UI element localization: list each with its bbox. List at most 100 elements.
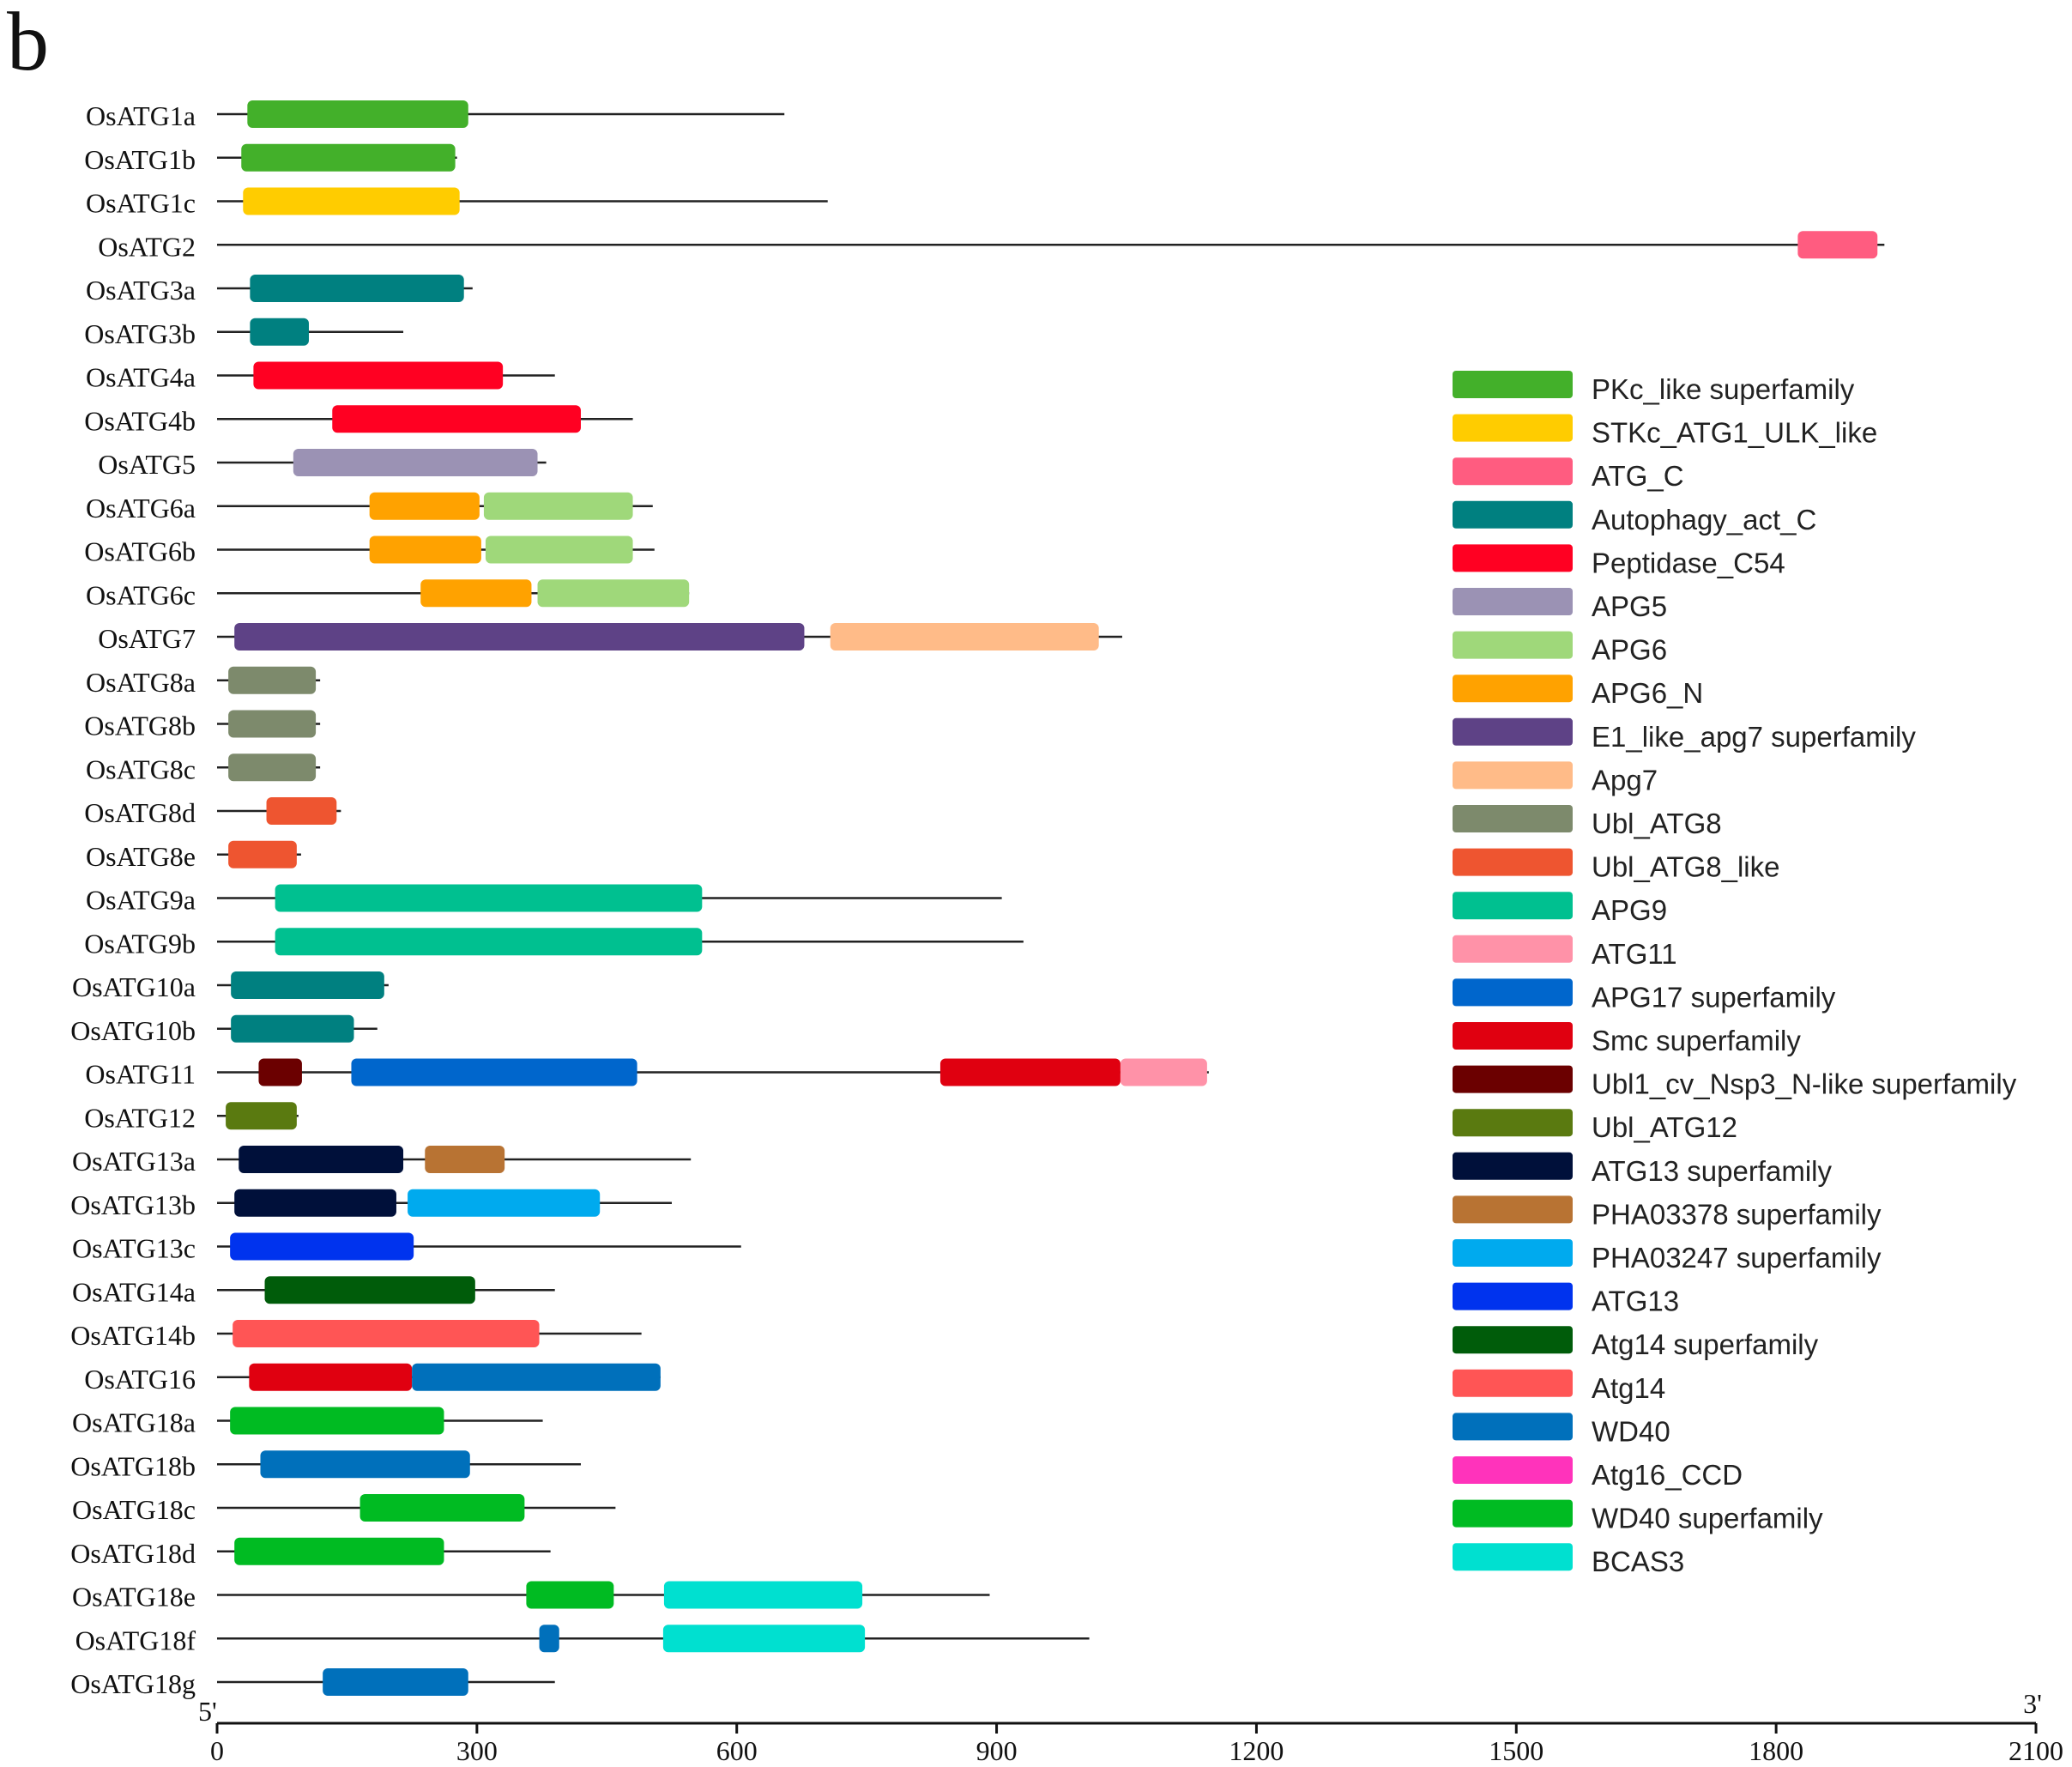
protein-row: OsATG9a xyxy=(86,884,1002,916)
legend-label: PHA03378 superfamily xyxy=(1592,1198,1882,1230)
protein-row: OsATG18c xyxy=(72,1494,616,1525)
legend-swatch xyxy=(1453,805,1573,832)
legend-label: APG5 xyxy=(1592,590,1667,622)
protein-label: OsATG8c xyxy=(86,753,196,784)
protein-label: OsATG9a xyxy=(86,885,196,916)
legend-label: WD40 xyxy=(1592,1415,1670,1447)
legend-label: ATG_C xyxy=(1592,460,1684,492)
legend-swatch xyxy=(1453,892,1573,920)
legend-label: Ubl_ATG8_like xyxy=(1592,851,1779,883)
domain-block xyxy=(408,1189,601,1217)
legend-label: APG6 xyxy=(1592,634,1667,666)
domain-legend: PKc_like superfamily STKc_ATG1_ULK_like AT… xyxy=(1453,371,2017,1577)
legend-swatch xyxy=(1453,371,1573,398)
protein-row: OsATG2 xyxy=(98,231,1885,262)
protein-row: OsATG8a xyxy=(86,666,321,698)
legend-swatch xyxy=(1453,1065,1573,1093)
legend-item: APG9 xyxy=(1453,892,1667,926)
domain-block xyxy=(1797,231,1878,259)
legend-swatch xyxy=(1453,1109,1573,1137)
domain-block xyxy=(369,536,481,564)
protein-row: OsATG5 xyxy=(98,449,547,480)
legend-item: APG6_N xyxy=(1453,675,1703,709)
legend-item: Ubl_ATG8 xyxy=(1453,805,1722,839)
legend-label: ATG13 superfamily xyxy=(1592,1155,1832,1187)
legend-swatch xyxy=(1453,1152,1573,1180)
legend-item: PHA03378 superfamily xyxy=(1453,1195,1882,1230)
protein-label: OsATG18g xyxy=(70,1668,196,1699)
domain-block xyxy=(323,1668,468,1696)
tick-label: 1200 xyxy=(1229,1735,1284,1766)
legend-swatch xyxy=(1453,1195,1573,1224)
legend-swatch xyxy=(1453,1282,1573,1310)
protein-row: OsATG11 xyxy=(85,1058,1209,1090)
legend-swatch xyxy=(1453,1326,1573,1354)
protein-row: OsATG13b xyxy=(70,1189,672,1220)
domain-block xyxy=(425,1146,505,1173)
domain-block xyxy=(228,840,297,868)
legend-swatch xyxy=(1453,1239,1573,1267)
domain-block xyxy=(258,1058,302,1086)
legend-label: Peptidase_C54 xyxy=(1592,547,1785,578)
domain-block xyxy=(939,1058,1121,1086)
legend-item: APG17 superfamily xyxy=(1453,978,1836,1013)
legend-item: ATG11 xyxy=(1453,935,1677,970)
protein-label: OsATG18a xyxy=(72,1407,196,1438)
domain-block xyxy=(234,1537,444,1565)
legend-item: APG5 xyxy=(1453,588,1667,622)
legend-swatch xyxy=(1453,848,1573,876)
tick-label: 300 xyxy=(456,1735,498,1766)
domain-block xyxy=(247,100,468,128)
legend-item: Atg14 superfamily xyxy=(1453,1326,1819,1360)
protein-row: OsATG13c xyxy=(72,1232,741,1264)
domain-block xyxy=(250,275,464,302)
protein-label: OsATG13c xyxy=(72,1233,196,1264)
legend-label: PKc_like superfamily xyxy=(1592,373,1855,405)
domain-block xyxy=(239,1146,404,1173)
protein-label: OsATG8d xyxy=(84,797,196,828)
legend-swatch xyxy=(1453,717,1573,746)
legend-swatch xyxy=(1453,935,1573,963)
domain-block xyxy=(228,666,317,694)
legend-label: APG6_N xyxy=(1592,677,1703,709)
protein-row: OsATG1b xyxy=(84,143,457,175)
legend-item: PHA03247 superfamily xyxy=(1453,1239,1882,1274)
legend-swatch xyxy=(1453,1022,1573,1050)
domain-block xyxy=(250,318,310,346)
legend-item: ATG_C xyxy=(1453,457,1684,492)
tick-label: 600 xyxy=(716,1735,758,1766)
domain-block xyxy=(230,1232,414,1261)
legend-label: ATG11 xyxy=(1592,938,1677,970)
domain-block xyxy=(233,1320,540,1347)
protein-row: OsATG8b xyxy=(84,710,321,741)
legend-label: Apg7 xyxy=(1592,764,1658,796)
legend-label: PHA03247 superfamily xyxy=(1592,1242,1882,1274)
legend-item: Ubl_ATG8_like xyxy=(1453,848,1779,883)
protein-row: OsATG4b xyxy=(84,405,633,436)
domain-block xyxy=(266,797,337,825)
protein-row: OsATG8d xyxy=(84,797,341,828)
domain-block xyxy=(253,361,504,390)
domain-block xyxy=(231,1014,354,1043)
protein-label: OsATG18b xyxy=(70,1450,196,1481)
legend-item: BCAS3 xyxy=(1453,1543,1684,1577)
legend-item: Atg14 xyxy=(1453,1369,1665,1404)
protein-label: OsATG16 xyxy=(84,1364,196,1395)
legend-label: Atg14 xyxy=(1592,1372,1665,1404)
protein-row: OsATG18d xyxy=(70,1537,551,1569)
legend-swatch xyxy=(1453,1413,1573,1441)
protein-row: OsATG8e xyxy=(86,840,301,872)
legend-swatch xyxy=(1453,500,1573,529)
protein-row: OsATG14b xyxy=(70,1320,642,1351)
domain-block xyxy=(332,405,581,433)
domain-block xyxy=(663,1581,863,1609)
protein-row: OsATG18e xyxy=(72,1581,990,1613)
legend-swatch xyxy=(1453,1456,1573,1484)
legend-swatch xyxy=(1453,1369,1573,1397)
legend-swatch xyxy=(1453,631,1573,659)
protein-label: OsATG2 xyxy=(98,231,196,262)
legend-swatch xyxy=(1453,588,1573,615)
protein-label: OsATG9b xyxy=(84,928,196,959)
protein-label: OsATG8b xyxy=(84,711,196,741)
protein-row: OsATG3b xyxy=(84,318,404,349)
